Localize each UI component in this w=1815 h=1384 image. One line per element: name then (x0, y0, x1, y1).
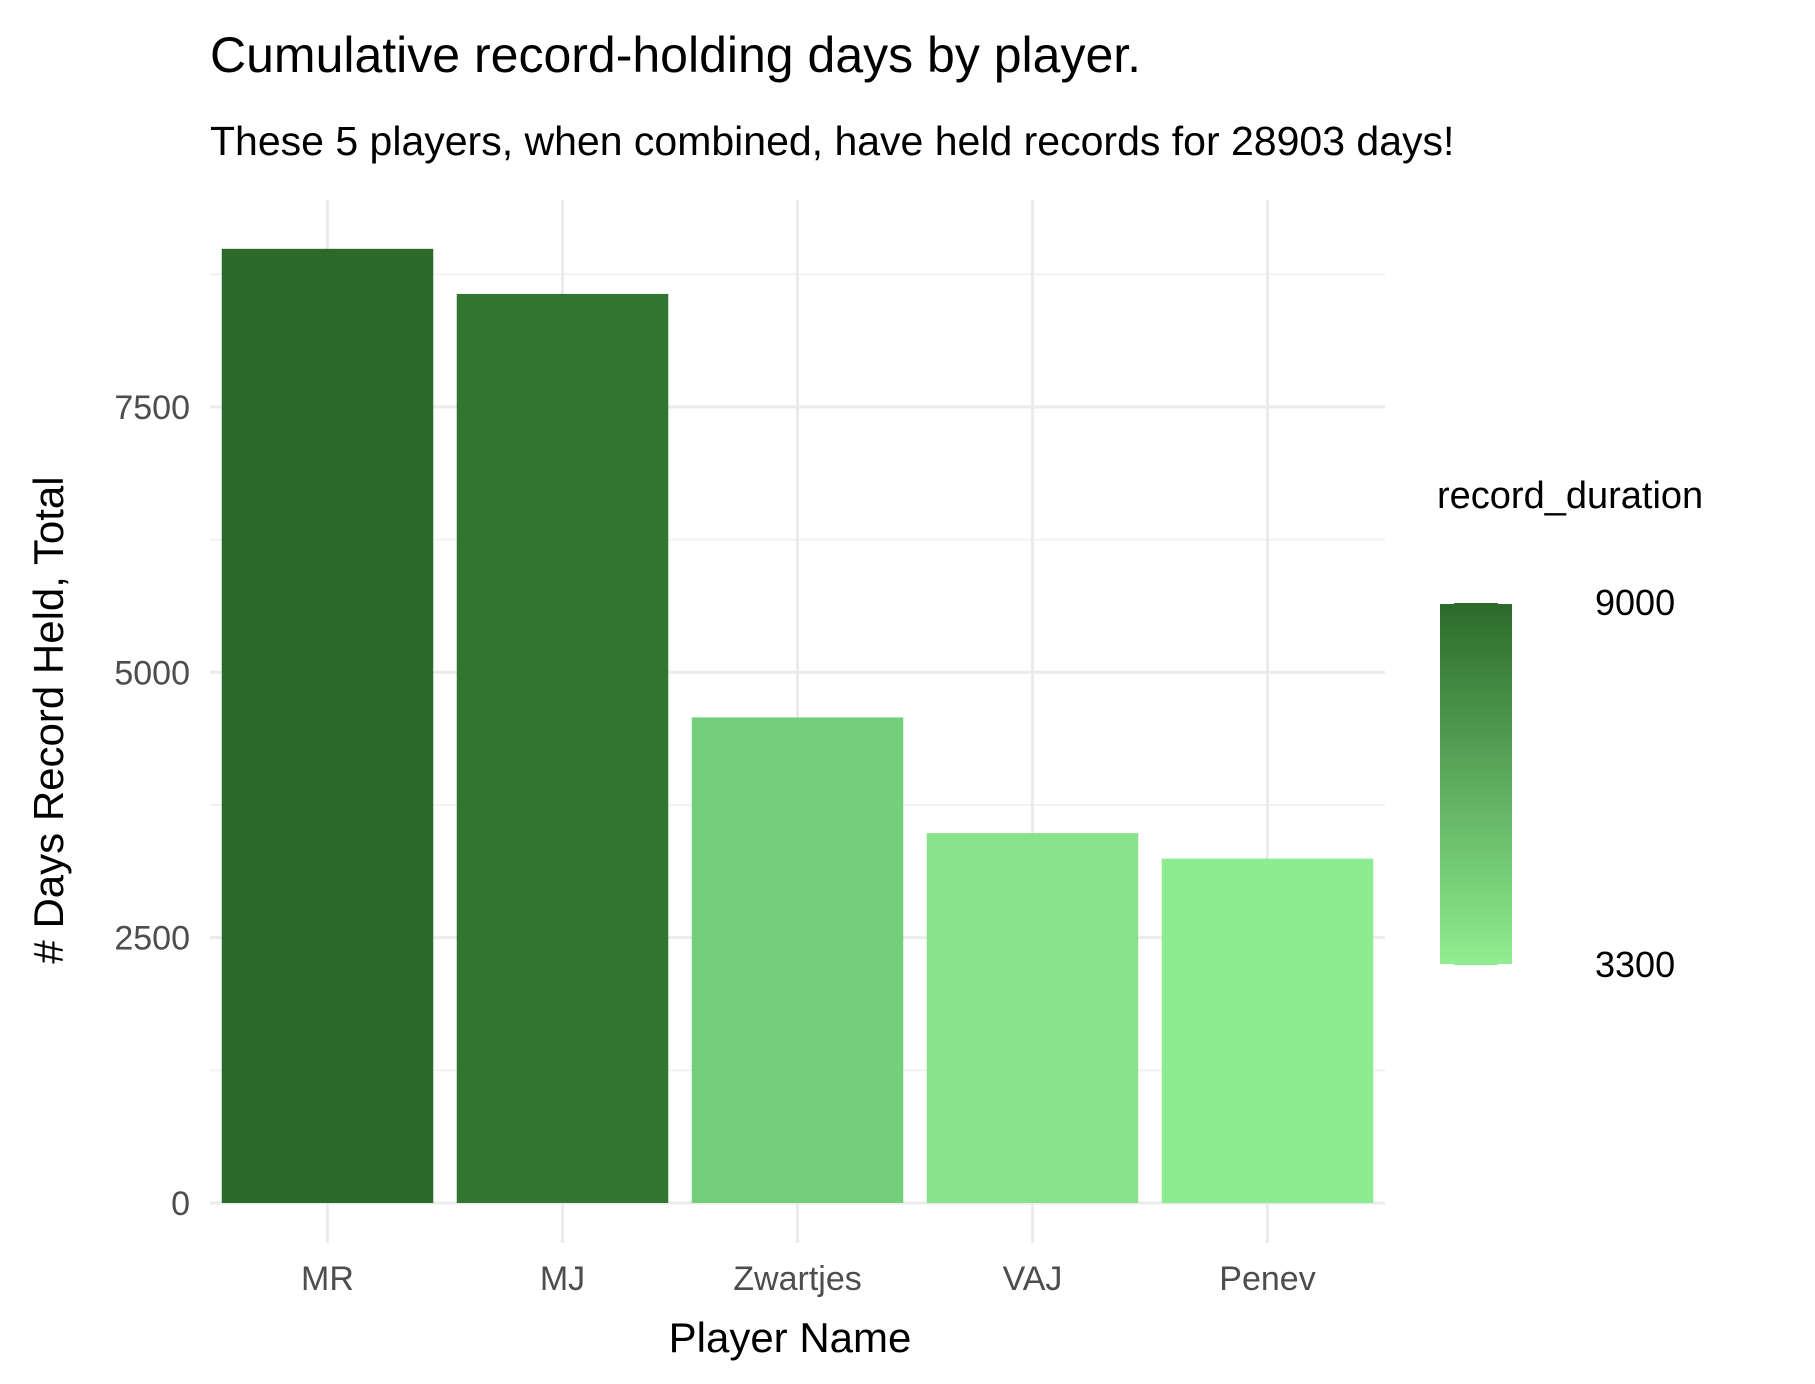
x-tick-label: Penev (1219, 1260, 1315, 1298)
y-tick-labels: 0 2500 5000 7500 (114, 389, 190, 1223)
y-tick-label: 7500 (114, 389, 190, 427)
bar-mj (456, 293, 669, 1203)
y-tick-label: 0 (171, 1185, 190, 1223)
chart-subtitle: These 5 players, when combined, have hel… (210, 118, 1454, 164)
bar-vaj (926, 833, 1139, 1203)
y-axis-title: # Days Record Held, Total (25, 476, 72, 963)
legend-label: 3300 (1595, 944, 1675, 985)
legend-ticks (1440, 602, 1512, 966)
legend-label: 9000 (1595, 582, 1675, 623)
legend-title: record_duration (1437, 475, 1703, 517)
legend-labels: 9000 3300 (1595, 582, 1675, 985)
bar-zwartjes (691, 717, 904, 1203)
x-tick-label: MJ (540, 1260, 585, 1298)
chart-title: Cumulative record-holding days by player… (210, 27, 1141, 83)
bar-mr (221, 248, 434, 1203)
y-tick-label: 2500 (114, 920, 190, 958)
color-legend: record_duration 9000 3300 (1437, 475, 1703, 985)
x-tick-labels: MR MJ Zwartjes VAJ Penev (301, 1260, 1316, 1298)
x-tick-label: MR (301, 1260, 354, 1298)
bar-penev (1161, 858, 1374, 1203)
legend-colorbar (1440, 603, 1512, 965)
x-tick-label: Zwartjes (733, 1260, 861, 1298)
y-tick-label: 5000 (114, 654, 190, 692)
x-axis-title: Player Name (669, 1314, 912, 1361)
x-tick-label: VAJ (1003, 1260, 1063, 1298)
bars (221, 248, 1374, 1203)
